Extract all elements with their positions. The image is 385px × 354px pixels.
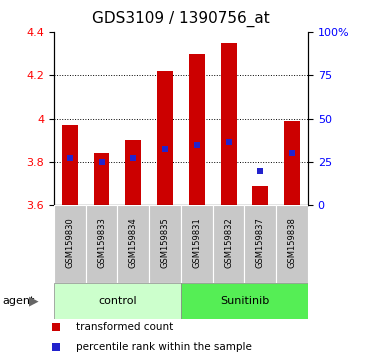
- Bar: [126, 140, 141, 205]
- Bar: [244, 205, 276, 283]
- Text: GDS3109 / 1390756_at: GDS3109 / 1390756_at: [92, 11, 270, 27]
- Text: GSM159838: GSM159838: [288, 217, 296, 268]
- Text: agent: agent: [2, 296, 34, 306]
- Bar: [284, 121, 300, 205]
- Bar: [221, 43, 236, 205]
- Text: GSM159832: GSM159832: [224, 217, 233, 268]
- Text: transformed count: transformed count: [75, 322, 173, 332]
- Bar: [117, 205, 149, 283]
- Bar: [213, 205, 244, 283]
- Bar: [94, 153, 109, 205]
- Text: control: control: [98, 296, 137, 306]
- Bar: [157, 71, 173, 205]
- Text: GSM159835: GSM159835: [161, 217, 169, 268]
- Text: GSM159834: GSM159834: [129, 217, 138, 268]
- Text: GSM159837: GSM159837: [256, 217, 265, 268]
- Bar: [276, 205, 308, 283]
- Text: percentile rank within the sample: percentile rank within the sample: [75, 342, 251, 352]
- Bar: [181, 283, 308, 319]
- Text: Sunitinib: Sunitinib: [220, 296, 269, 306]
- Bar: [181, 205, 213, 283]
- Bar: [54, 205, 85, 283]
- Bar: [62, 125, 78, 205]
- Text: GSM159831: GSM159831: [192, 217, 201, 268]
- Text: GSM159830: GSM159830: [65, 217, 74, 268]
- Bar: [149, 205, 181, 283]
- Bar: [189, 53, 205, 205]
- Text: GSM159833: GSM159833: [97, 217, 106, 268]
- Bar: [253, 186, 268, 205]
- Bar: [54, 283, 181, 319]
- Bar: [85, 205, 117, 283]
- Text: ▶: ▶: [29, 295, 38, 307]
